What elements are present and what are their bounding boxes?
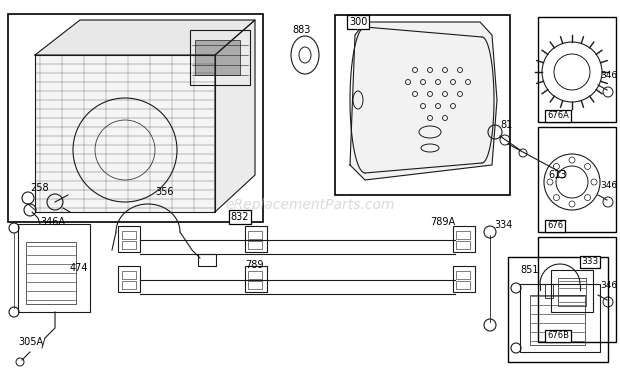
Polygon shape (350, 22, 497, 180)
Text: 789A: 789A (430, 217, 455, 227)
Text: 258: 258 (30, 183, 48, 193)
Bar (18, 224, 90, 312)
Text: 676A: 676A (547, 111, 569, 120)
Bar (26, 242, 76, 304)
Bar (520, 284, 600, 352)
Text: 832: 832 (231, 212, 249, 222)
Bar (453, 266, 475, 292)
Bar (335, 15, 510, 195)
Text: 300: 300 (349, 17, 367, 27)
Bar (118, 226, 140, 252)
Text: 333: 333 (582, 258, 599, 266)
Text: 334: 334 (494, 220, 512, 230)
Bar (508, 257, 608, 362)
Bar (118, 266, 140, 292)
Bar (551, 270, 593, 312)
Bar (122, 281, 136, 289)
Text: 883: 883 (292, 25, 311, 35)
Bar (122, 231, 136, 239)
Bar (122, 271, 136, 279)
Text: 676: 676 (547, 222, 563, 231)
Bar (122, 241, 136, 249)
Bar (456, 241, 470, 249)
Polygon shape (215, 20, 255, 212)
Bar (245, 226, 267, 252)
Bar (195, 40, 240, 75)
Text: eReplacementParts.com: eReplacementParts.com (225, 198, 395, 212)
Bar (248, 271, 262, 279)
Bar (248, 241, 262, 249)
Text: 474: 474 (70, 263, 89, 273)
Bar (545, 284, 553, 298)
Bar (456, 271, 470, 279)
Bar (198, 254, 216, 266)
Bar (245, 266, 267, 292)
Polygon shape (35, 20, 255, 55)
Bar (538, 237, 616, 342)
Polygon shape (35, 55, 215, 212)
Text: 356: 356 (155, 187, 174, 197)
Bar (8, 14, 263, 222)
Text: 346A: 346A (40, 217, 65, 227)
Bar (248, 231, 262, 239)
Bar (453, 226, 475, 252)
Text: 676B: 676B (547, 331, 569, 340)
Text: 81: 81 (500, 120, 512, 130)
Bar (248, 281, 262, 289)
Text: 346: 346 (600, 180, 617, 190)
Text: 346: 346 (600, 280, 617, 290)
Bar (456, 231, 470, 239)
Bar (538, 17, 616, 122)
Bar (530, 295, 585, 345)
Text: 346: 346 (600, 71, 617, 79)
Text: 789: 789 (245, 260, 264, 270)
Bar (190, 30, 250, 85)
Text: 305A: 305A (18, 337, 43, 347)
Text: 613: 613 (548, 170, 567, 180)
Text: 851: 851 (520, 265, 539, 275)
Bar (558, 278, 586, 306)
Bar (538, 127, 616, 232)
Bar (456, 281, 470, 289)
